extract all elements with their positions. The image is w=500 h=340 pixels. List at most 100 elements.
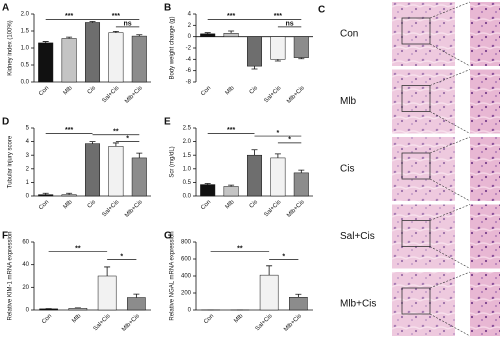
zoom-box (401, 287, 431, 315)
error-bar (274, 59, 281, 62)
bar (246, 36, 263, 67)
bar (223, 186, 239, 197)
histology-image (392, 272, 455, 336)
y-tick-label: 0 (26, 308, 30, 314)
bar (289, 297, 308, 311)
x-tick-label: Sal+Cis (101, 199, 120, 218)
significance-label: * (282, 253, 285, 260)
significance-label: ** (237, 245, 243, 252)
zoom-connector (429, 69, 471, 134)
panel-letter: D (2, 117, 9, 128)
zoom-box (401, 85, 431, 112)
y-tick-label: -6 (186, 68, 192, 74)
x-tick-label: Con (203, 313, 215, 325)
bar (68, 308, 88, 311)
bar (61, 194, 77, 197)
x-tick-label: Cis (87, 199, 97, 209)
zoom-image (470, 2, 500, 66)
zoom-box (401, 220, 431, 247)
significance-label: ns (124, 21, 132, 28)
x-tick-label: Mlb (233, 313, 245, 325)
row-label: Sal+Cis (340, 231, 375, 242)
bar (84, 22, 101, 83)
y-tick-label: 1.5 (183, 153, 192, 159)
x-tick-label: Mlb (71, 313, 83, 325)
bar (61, 38, 77, 83)
error-bar (133, 293, 140, 298)
y-axis-label: Tubular injury score (8, 135, 14, 188)
x-tick-label: Sal+Cis (101, 85, 120, 104)
error-bar (112, 30, 119, 33)
y-tick-label: 4 (26, 139, 30, 145)
y-tick-label: 400 (181, 274, 192, 280)
y-tick-label: 40 (22, 262, 29, 268)
y-tick-label: 1.5 (21, 29, 30, 35)
bar (200, 184, 216, 197)
error-bar (42, 41, 49, 43)
x-tick-label: Con (41, 313, 53, 325)
x-tick-label: Mlb+Cis (121, 313, 141, 333)
bar (293, 36, 309, 58)
y-tick-label: 800 (181, 240, 192, 246)
y-tick-label: 200 (181, 291, 192, 297)
histology-image (392, 69, 455, 134)
bar-chart: E Scr (mg/dL) 0.0 0.5 1.0 1.5 2.0 2.5 Con Mlb Cis S… (164, 117, 313, 219)
y-axis-label: Scr (mg/dL) (170, 146, 176, 177)
x-tick-label: Con (38, 199, 50, 211)
zoom-connector (429, 271, 471, 337)
error-bar (274, 153, 281, 158)
y-axis-label: Body weight change (g) (170, 16, 176, 79)
bar (38, 194, 54, 197)
y-tick-label: 20 (22, 285, 29, 291)
significance-label: *** (274, 13, 282, 20)
error-bar (204, 32, 211, 34)
histology-image (392, 204, 455, 269)
y-tick-label: 60 (22, 240, 29, 246)
error-bar (66, 192, 73, 195)
error-bar (298, 169, 305, 173)
bar-chart: F Relative KIM-1 mRNA expression 0 20 40 60 Co… (2, 231, 151, 333)
significance-label: * (120, 253, 123, 260)
x-tick-label: Sal+Cis (255, 313, 274, 332)
panel-letter: C (318, 5, 325, 16)
error-bar (204, 183, 211, 185)
y-axis-label: Relative KIM-1 mRNA expression (8, 231, 14, 320)
zoom-image (470, 137, 500, 201)
bar (97, 275, 117, 311)
row-label: Cis (340, 164, 354, 175)
y-tick-label: 2.0 (183, 139, 192, 145)
y-axis-label: Relative NGAL mRNA expression (170, 231, 176, 320)
y-axis-label: Kidney index (100%) (8, 20, 14, 75)
x-tick-label: Cis (249, 85, 259, 95)
x-tick-label: Mlb (63, 85, 75, 97)
x-tick-label: Mlb+Cis (286, 199, 306, 219)
panel-letter: E (164, 117, 171, 128)
y-tick-label: -2 (186, 46, 192, 52)
y-tick-label: 2 (188, 23, 192, 29)
panel-letter: G (164, 231, 172, 242)
y-tick-label: -8 (186, 80, 192, 86)
bar-chart: B Body weight change (g) -8 -6 -4 -2 0 2 4 Con Mlb… (164, 3, 313, 105)
error-bar (104, 266, 111, 276)
error-bar (251, 66, 258, 70)
error-bar (89, 141, 96, 144)
bar (293, 172, 309, 197)
y-tick-label: 0.5 (183, 180, 192, 186)
histology-image (392, 137, 455, 201)
bar (259, 274, 279, 311)
histology-image (392, 137, 455, 201)
significance-label: *** (65, 13, 73, 20)
y-tick-label: 3 (26, 153, 30, 159)
bar (38, 42, 54, 83)
zoom-image (470, 69, 500, 134)
zoom-connector (429, 136, 471, 202)
histology-image (392, 204, 455, 269)
error-bar (66, 36, 73, 39)
zoom-connector (429, 204, 471, 269)
bar (223, 33, 239, 37)
significance-label: *** (65, 127, 73, 134)
zoom-image (470, 272, 500, 336)
significance-label: * (126, 135, 129, 142)
